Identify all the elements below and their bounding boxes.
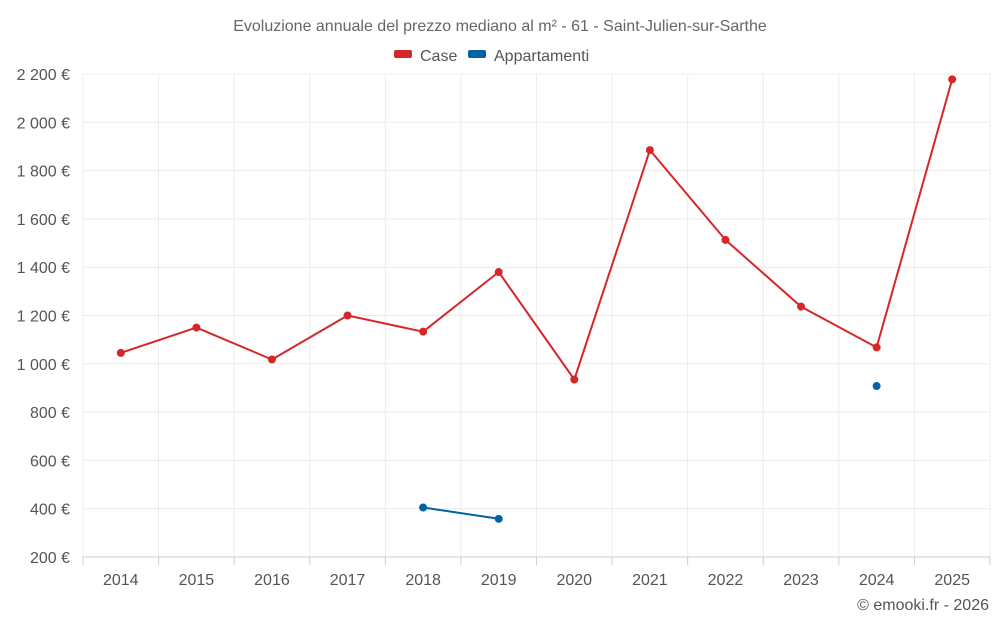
credit: © emooki.fr - 2026 [857, 597, 989, 614]
y-tick-label: 600 € [30, 453, 70, 470]
x-tick-label: 2022 [708, 572, 744, 589]
grid [82, 73, 991, 557]
data-point-case [797, 302, 806, 311]
legend-swatch-case [394, 50, 412, 58]
y-tick-label: 2 200 € [17, 67, 70, 84]
x-tick-label: 2020 [556, 572, 592, 589]
y-tick-label: 800 € [30, 405, 70, 422]
y-tick-label: 1 800 € [17, 164, 70, 181]
legend-swatch-appartamenti [468, 50, 486, 58]
data-point-appartamenti [872, 382, 881, 391]
y-tick-label: 2 000 € [17, 115, 70, 132]
series-layer [116, 75, 957, 523]
data-point-case [721, 235, 730, 244]
data-point-case [192, 323, 201, 332]
y-tick-label: 1 400 € [17, 260, 70, 277]
x-tick-label: 2017 [330, 572, 366, 589]
legend-label-appartamenti: Appartamenti [494, 48, 589, 65]
x-tick-label: 2016 [254, 572, 290, 589]
x-tick-label: 2018 [405, 572, 441, 589]
y-tick-label: 200 € [30, 550, 70, 567]
y-tick-label: 400 € [30, 502, 70, 519]
legend-item-appartamenti[interactable]: Appartamenti [468, 48, 589, 65]
data-point-appartamenti [419, 503, 428, 512]
x-tick-label: 2019 [481, 572, 517, 589]
data-point-case [343, 311, 352, 320]
data-point-appartamenti [494, 514, 503, 523]
x-tick-label: 2025 [934, 572, 970, 589]
legend-item-case[interactable]: Case [394, 48, 457, 65]
series-line-appartamenti [422, 506, 499, 520]
x-axis: 2014 2015 2016 2017 2018 2019 2020 2021 2022 2023… [82, 556, 991, 589]
x-tick-label: 2021 [632, 572, 668, 589]
y-tick-label: 1 600 € [17, 212, 70, 229]
y-tick-label: 1 200 € [17, 309, 70, 326]
x-tick-label: 2024 [859, 572, 895, 589]
x-tick-label: 2014 [103, 572, 139, 589]
legend: Case Appartamenti [394, 48, 589, 65]
data-point-case [494, 268, 503, 277]
data-point-case [948, 75, 957, 84]
data-point-case [267, 355, 276, 364]
data-point-case [116, 348, 125, 357]
y-axis: 200 € 400 € 600 € 800 € 1 000 € 1 200 € 1 400 … [17, 67, 70, 567]
y-tick-label: 1 000 € [17, 357, 70, 374]
data-point-case [645, 146, 654, 155]
legend-label-case: Case [420, 48, 457, 65]
data-point-case [570, 375, 579, 384]
data-point-case [872, 343, 881, 352]
data-point-case [419, 327, 428, 336]
x-tick-label: 2023 [783, 572, 819, 589]
chart-title: Evoluzione annuale del prezzo mediano al… [233, 18, 767, 35]
series-line-case [120, 79, 954, 381]
x-tick-label: 2015 [179, 572, 215, 589]
